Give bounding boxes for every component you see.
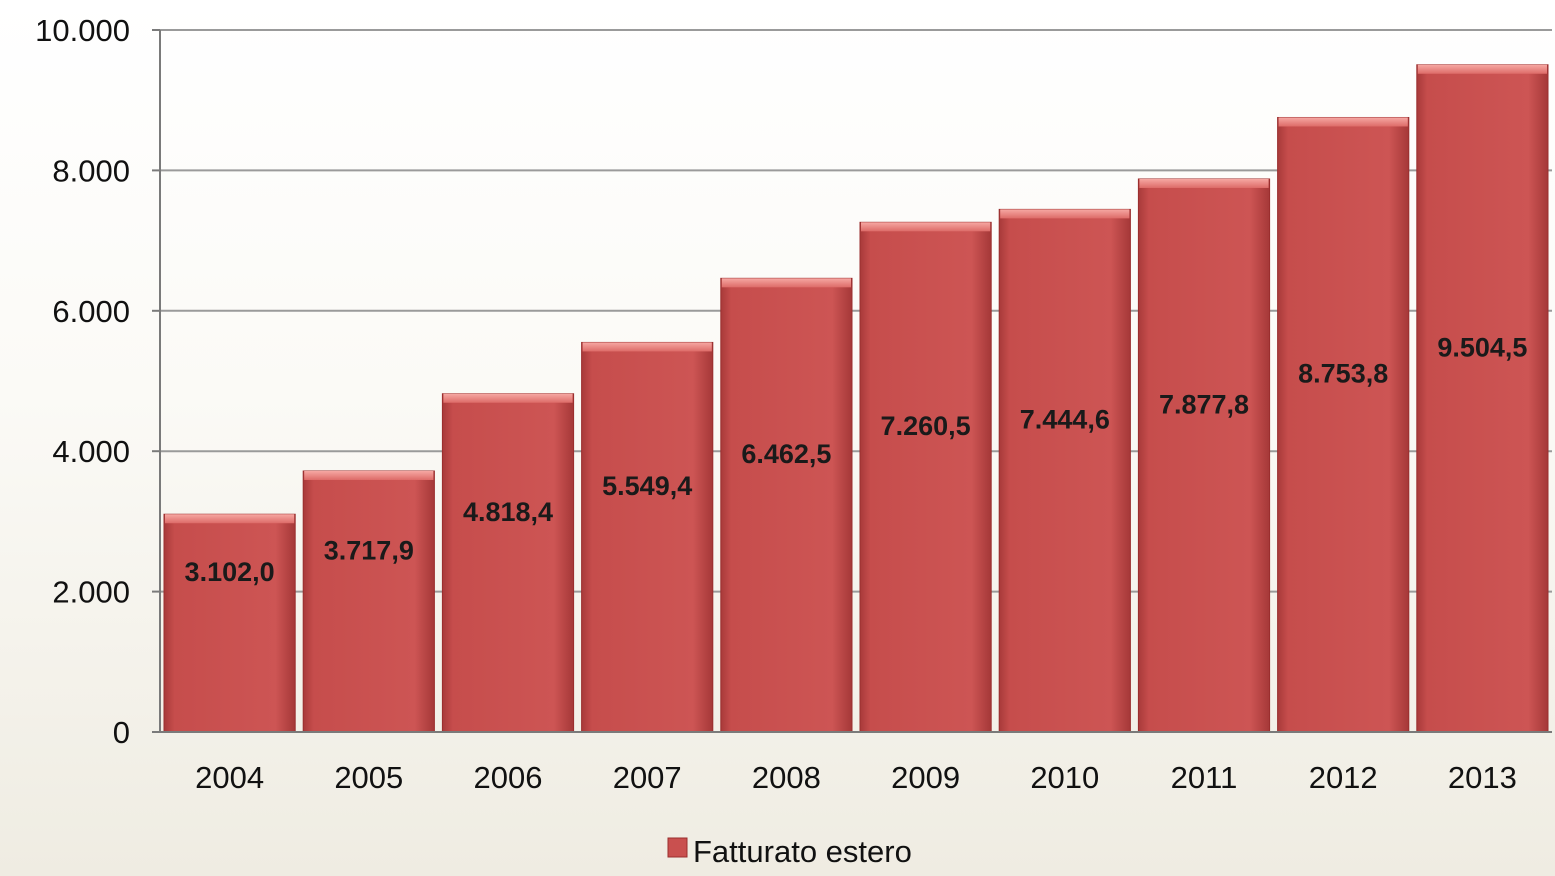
bar-2011 bbox=[1137, 178, 1271, 733]
x-tick-label: 2012 bbox=[1309, 760, 1378, 795]
x-tick-label: 2005 bbox=[334, 760, 403, 795]
bar-top-2013 bbox=[1417, 64, 1547, 74]
y-tick-label: 2.000 bbox=[52, 575, 130, 610]
x-tick-label: 2009 bbox=[891, 760, 960, 795]
legend-label: Fatturato estero bbox=[693, 834, 912, 869]
bar-2006 bbox=[441, 393, 575, 733]
x-tick-label: 2004 bbox=[195, 760, 264, 795]
data-label: 3.102,0 bbox=[185, 557, 275, 587]
x-tick-label: 2010 bbox=[1030, 760, 1099, 795]
data-label: 4.818,4 bbox=[463, 497, 553, 527]
x-tick-label: 2007 bbox=[613, 760, 682, 795]
y-tick-label: 4.000 bbox=[52, 434, 130, 469]
bar-2009 bbox=[859, 221, 992, 733]
data-label: 8.753,8 bbox=[1298, 359, 1388, 389]
bars bbox=[163, 64, 1549, 733]
bar-top-2011 bbox=[1139, 178, 1269, 188]
x-axis-ticks: 2004 2005 2006 2007 2008 2009 2010 2011 2012 2013 bbox=[195, 760, 1517, 795]
bar-2010 bbox=[998, 208, 1131, 733]
data-label: 3.717,9 bbox=[324, 535, 414, 565]
bar-top-2007 bbox=[582, 342, 712, 352]
bar-2012 bbox=[1277, 116, 1410, 733]
bar-top-2004 bbox=[165, 514, 295, 524]
y-axis-ticks: 0 2.000 4.000 6.000 8.000 10.000 bbox=[35, 13, 160, 750]
bar-top-2012 bbox=[1278, 117, 1408, 127]
bar-2013 bbox=[1416, 64, 1549, 733]
data-labels: 3.102,0 3.717,9 4.818,4 5.549,4 6.462,5 7.260… bbox=[185, 332, 1528, 587]
data-label: 7.444,6 bbox=[1020, 405, 1110, 435]
bar-2008 bbox=[720, 277, 853, 733]
x-tick-label: 2013 bbox=[1448, 760, 1517, 795]
y-tick-label: 10.000 bbox=[35, 13, 130, 48]
bar-2007 bbox=[581, 341, 714, 733]
data-label: 5.549,4 bbox=[602, 471, 692, 501]
bar-top-2008 bbox=[721, 278, 851, 288]
bar-top-2009 bbox=[861, 222, 991, 232]
data-label: 9.504,5 bbox=[1437, 332, 1527, 362]
x-tick-label: 2011 bbox=[1171, 760, 1238, 795]
bar-top-2005 bbox=[304, 471, 434, 481]
bar-2005 bbox=[302, 470, 435, 733]
y-tick-label: 6.000 bbox=[52, 294, 130, 329]
y-tick-label: 0 bbox=[113, 715, 130, 750]
legend-swatch bbox=[667, 837, 688, 858]
data-label: 7.877,8 bbox=[1159, 389, 1249, 419]
x-tick-label: 2006 bbox=[474, 760, 543, 795]
bar-top-2006 bbox=[443, 393, 573, 403]
x-tick-label: 2008 bbox=[752, 760, 821, 795]
data-label: 6.462,5 bbox=[741, 439, 831, 469]
bar-top-2010 bbox=[1000, 209, 1130, 219]
bar-2004 bbox=[163, 513, 296, 733]
data-label: 7.260,5 bbox=[881, 411, 971, 441]
legend: Fatturato estero bbox=[667, 834, 912, 869]
y-tick-label: 8.000 bbox=[52, 153, 130, 188]
axes bbox=[159, 30, 1552, 733]
